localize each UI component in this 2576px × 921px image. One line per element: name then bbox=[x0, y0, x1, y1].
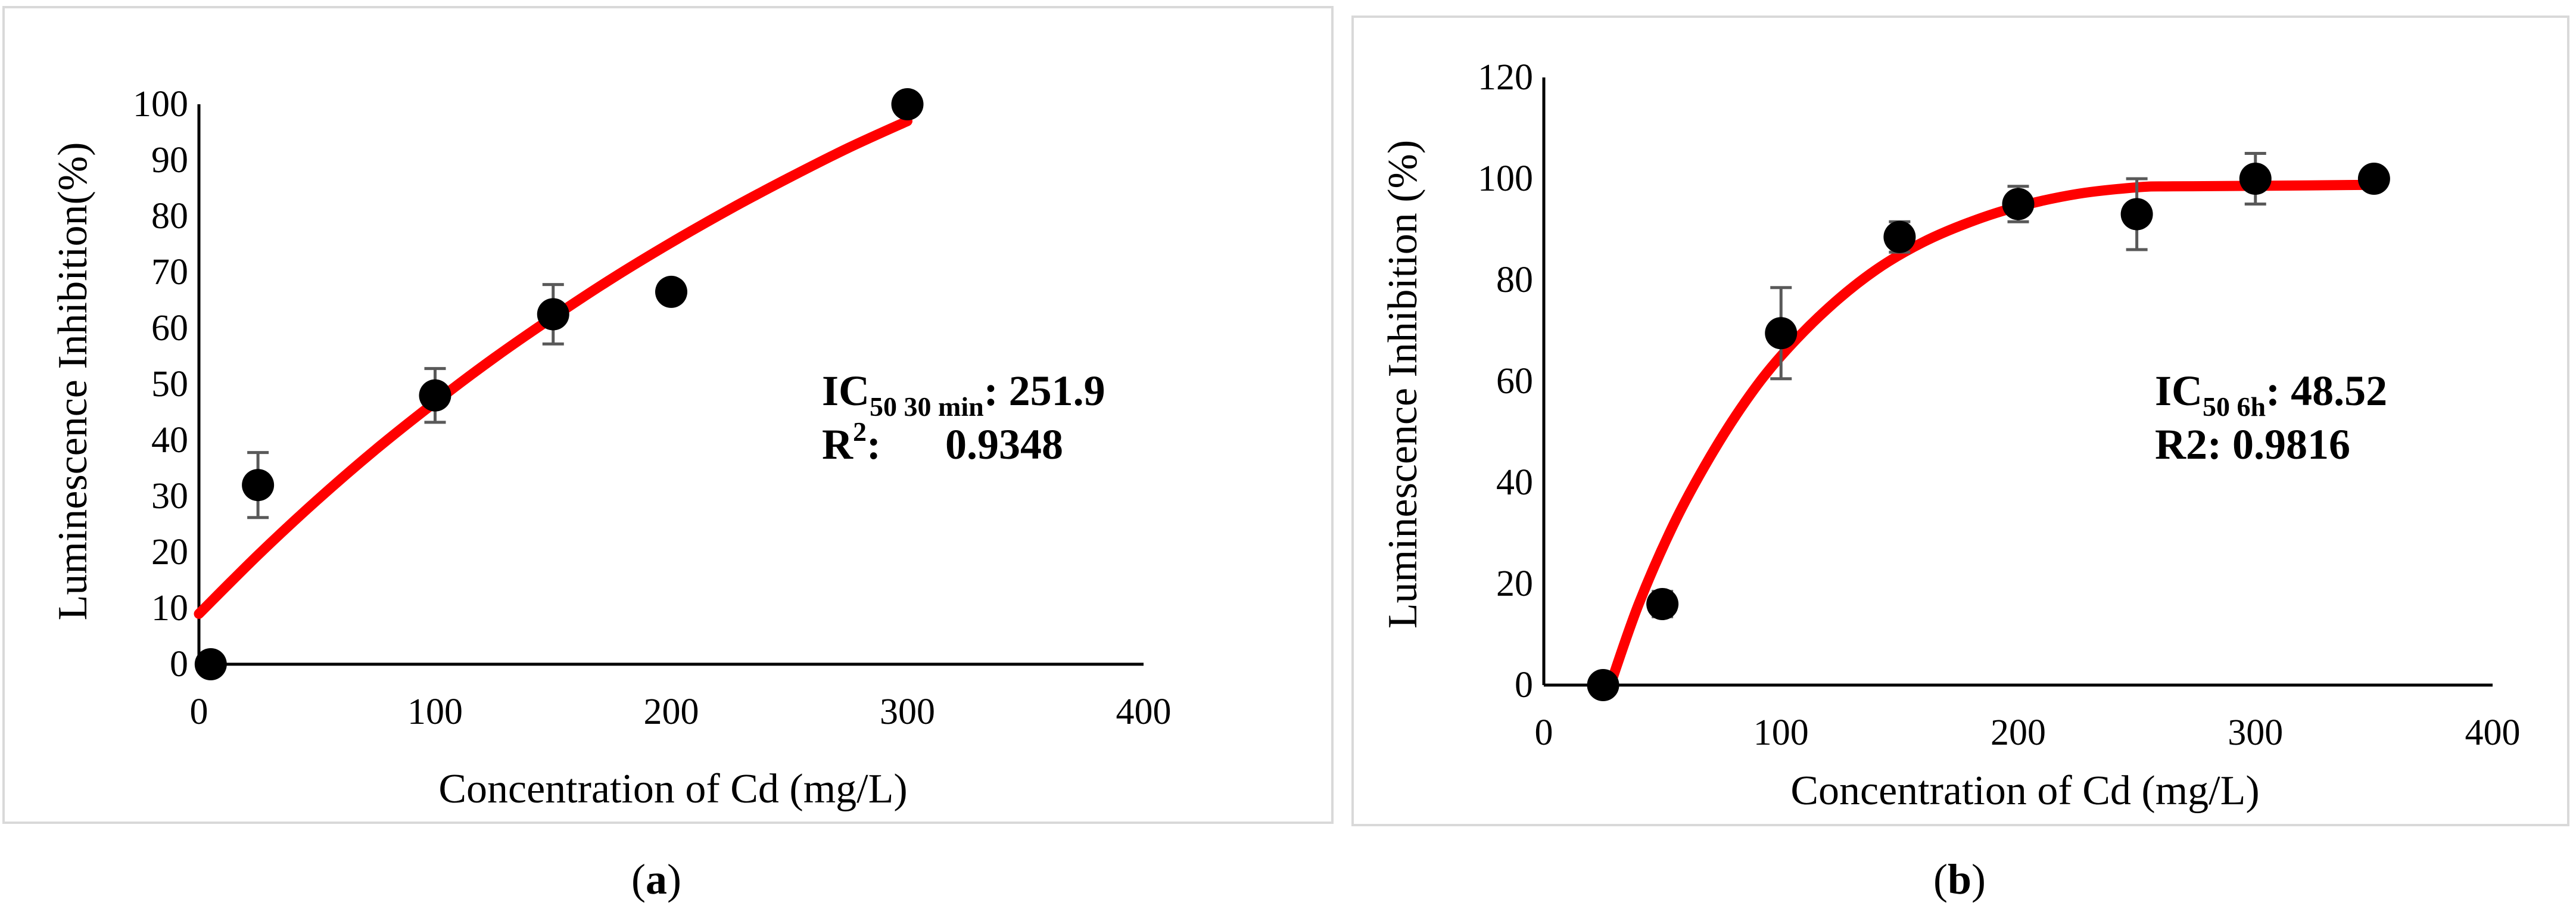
svg-text:IC50 6h: 48.52: IC50 6h: 48.52 bbox=[2155, 367, 2387, 422]
panel-b-y-tick-label: 60 bbox=[1496, 361, 1533, 402]
panel-a-ic-value: : 251.9 bbox=[984, 367, 1105, 415]
svg-text:R2: 0.9348: R2: 0.9348 bbox=[822, 416, 1063, 468]
panel-a-y-axis-title: Luminescence Inhibition(%) bbox=[50, 142, 96, 621]
panel-a-x-tick-label: 300 bbox=[880, 692, 935, 732]
panel-b-data-point bbox=[2120, 198, 2153, 231]
panel-b-y-tick-label: 100 bbox=[1478, 158, 1533, 199]
panel-b-y-axis-title: Luminescence Inhibition (%) bbox=[1380, 140, 1426, 628]
panel-b-y-tick-label: 20 bbox=[1496, 564, 1533, 604]
panel-a-data-point bbox=[891, 88, 924, 120]
panel-b-data-point bbox=[1587, 669, 1619, 701]
panel-b-data-point bbox=[2002, 188, 2035, 220]
panel-b-frame bbox=[1351, 15, 2569, 826]
panel-b-chart: 0 20 40 60 80 100 120 0 100 200 300 400 Luminescen… bbox=[1351, 15, 2569, 903]
panel-b-y-tick-labels: 0 20 40 60 80 100 120 bbox=[1478, 57, 1533, 705]
panel-a-x-tick-labels: 0 100 200 300 400 bbox=[190, 692, 1172, 732]
panel-a-x-axis-title: Concentration of Cd (mg/L) bbox=[438, 766, 907, 812]
panel-a-data-point bbox=[242, 469, 275, 502]
panel-b-data-point bbox=[1646, 588, 1679, 620]
panel-b-data-point bbox=[1765, 317, 1798, 350]
panel-b-x-tick-label: 200 bbox=[1991, 712, 2046, 753]
panel-a-x-tick-label: 100 bbox=[407, 692, 463, 732]
panel-b-x-tick-label: 100 bbox=[1753, 712, 1809, 753]
panel-b-y-tick-label: 40 bbox=[1496, 462, 1533, 503]
panel-a-y-tick-label: 70 bbox=[151, 252, 188, 293]
panel-a-r-superscript: 2 bbox=[853, 416, 867, 447]
svg-text:IC50 30 min: 251.9: IC50 30 min: 251.9 bbox=[822, 367, 1105, 422]
panel-a-y-tick-label: 10 bbox=[151, 588, 188, 628]
panel-a-y-tick-label: 100 bbox=[133, 84, 188, 125]
panel-a-ic-label: IC bbox=[822, 367, 870, 415]
panel-a-caption: (a) bbox=[631, 855, 681, 903]
panel-a-frame bbox=[2, 6, 1334, 824]
panel-b-y-tick-label: 0 bbox=[1515, 665, 1533, 705]
panel-b-r-value: R2: 0.9816 bbox=[2155, 421, 2350, 468]
panel-b-x-axis-title: Concentration of Cd (mg/L) bbox=[1790, 768, 2259, 814]
panel-a-r-label: R bbox=[822, 421, 854, 468]
panel-a-y-tick-label: 80 bbox=[151, 196, 188, 237]
panel-a-data-point bbox=[194, 648, 227, 680]
panel-b-data-points bbox=[1587, 163, 2390, 701]
panel-b-data-point bbox=[2357, 163, 2390, 195]
panel-a-x-tick-label: 0 bbox=[190, 692, 208, 732]
panel-a-y-tick-label: 30 bbox=[151, 476, 188, 516]
panel-a-y-tick-label: 60 bbox=[151, 308, 188, 349]
panel-b-ic50-annotation: IC50 6h: 48.52 R2: 0.9816 bbox=[2155, 367, 2387, 468]
panel-a-chart: 0 10 20 30 40 50 60 70 80 90 100 0 100 200 300 400 Lum… bbox=[2, 6, 1334, 903]
panel-b-y-tick-label: 80 bbox=[1496, 260, 1533, 300]
panel-a-data-point bbox=[537, 298, 569, 331]
panel-b-ic-value: : 48.52 bbox=[2266, 367, 2387, 415]
panel-a-y-tick-label: 0 bbox=[170, 644, 188, 684]
panel-b-x-tick-label: 400 bbox=[2465, 712, 2521, 753]
panel-b-data-point bbox=[2239, 163, 2272, 195]
panel-a-y-tick-labels: 0 10 20 30 40 50 60 70 80 90 100 bbox=[133, 84, 188, 684]
panel-b-fit-curve bbox=[1605, 179, 2379, 690]
panel-b-x-tick-label: 0 bbox=[1535, 712, 1553, 753]
panel-a-x-tick-label: 400 bbox=[1116, 692, 1172, 732]
panel-a-ic-subscript: 50 30 min bbox=[870, 391, 984, 422]
panel-b-y-tick-label: 120 bbox=[1478, 57, 1533, 98]
panel-a-y-tick-label: 40 bbox=[151, 420, 188, 461]
panel-b-caption: (b) bbox=[1933, 855, 1986, 903]
panel-a-x-tick-label: 200 bbox=[644, 692, 699, 732]
panel-a-y-tick-label: 90 bbox=[151, 140, 188, 181]
panel-a-ic50-annotation: IC50 30 min: 251.9 R2: 0.9348 bbox=[822, 367, 1105, 468]
panel-a-y-tick-label: 20 bbox=[151, 532, 188, 572]
panel-b-x-tick-label: 300 bbox=[2228, 712, 2283, 753]
panel-a-r-value: : 0.9348 bbox=[867, 421, 1063, 468]
panel-b-ic-label: IC bbox=[2155, 367, 2203, 415]
panel-b-ic-subscript: 50 6h bbox=[2203, 391, 2266, 422]
panel-a-data-point bbox=[655, 275, 687, 308]
panel-a-data-points bbox=[194, 88, 924, 680]
panel-b-x-tick-labels: 0 100 200 300 400 bbox=[1535, 712, 2521, 753]
panel-b-data-point bbox=[1883, 220, 1916, 253]
panel-a-y-tick-label: 50 bbox=[151, 364, 188, 405]
panel-a-data-point bbox=[419, 379, 451, 412]
